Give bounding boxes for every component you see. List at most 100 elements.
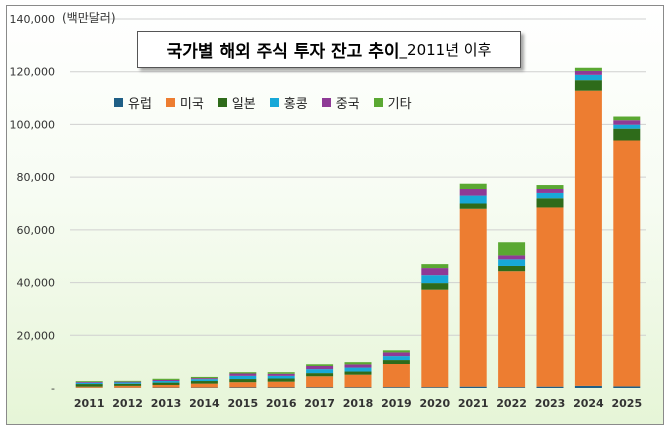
bar-segment-2020-일본 bbox=[421, 283, 449, 290]
bar-segment-2020-유럽 bbox=[421, 387, 449, 388]
bar-segment-2019-홍콩 bbox=[382, 356, 410, 361]
y-tick-label: 140,000 bbox=[10, 13, 56, 26]
bar-segment-2016-홍콩 bbox=[267, 375, 295, 379]
bar-segment-2013-미국 bbox=[152, 384, 180, 388]
bar-segment-2017-일본 bbox=[306, 373, 334, 377]
x-tick-label: 2014 bbox=[189, 397, 220, 410]
bar-segment-2022-기타 bbox=[498, 242, 526, 256]
bar-segment-2017-기타 bbox=[306, 364, 334, 366]
x-axis-ticks: 2011 2012 2013 2014 2015 2016 2017 2018 2019 2020… bbox=[74, 397, 642, 410]
stacked-bars bbox=[75, 67, 641, 388]
bar-segment-2025-일본 bbox=[613, 128, 641, 141]
x-tick-label: 2017 bbox=[304, 397, 335, 410]
bar-segment-2019-미국 bbox=[382, 364, 410, 388]
legend-label: 기타 bbox=[387, 96, 412, 112]
bar-segment-2023-유럽 bbox=[536, 386, 564, 388]
bar-segment-2024-유럽 bbox=[574, 385, 602, 388]
bar-segment-2023-기타 bbox=[536, 185, 564, 189]
bar-segment-2018-기타 bbox=[344, 362, 372, 365]
bar-segment-2014-일본 bbox=[190, 381, 218, 384]
bar-segment-2019-기타 bbox=[382, 350, 410, 353]
bar-segment-2014-미국 bbox=[190, 383, 218, 388]
x-tick-label: 2016 bbox=[266, 397, 297, 410]
bar-segment-2016-일본 bbox=[267, 378, 295, 382]
legend-item: 중국 bbox=[321, 93, 360, 112]
chart-title-box: 국가별 해외 주식 투자 잔고 추이 _2011년 이후 bbox=[137, 31, 521, 68]
bar-segment-2016-기타 bbox=[267, 372, 295, 374]
bar-segment-2014-기타 bbox=[190, 376, 218, 379]
bar-segment-2024-기타 bbox=[574, 67, 602, 71]
bar-segment-2025-중국 bbox=[613, 120, 641, 125]
bar-segment-2024-일본 bbox=[574, 80, 602, 91]
bar-segment-2020-중국 bbox=[421, 268, 449, 276]
bar-segment-2025-미국 bbox=[613, 140, 641, 387]
chart-title-suffix: _2011년 이후 bbox=[399, 41, 492, 59]
legend-swatch bbox=[114, 97, 123, 107]
bar-segment-2017-유럽 bbox=[306, 387, 334, 388]
x-tick-label: 2013 bbox=[151, 397, 182, 410]
legend: 유럽 미국 일본 홍콩 중국 기타 bbox=[114, 93, 426, 112]
x-tick-label: 2019 bbox=[381, 397, 412, 410]
bar-segment-2018-미국 bbox=[344, 374, 372, 388]
y-tick-label: - bbox=[51, 382, 55, 395]
legend-label: 유럽 bbox=[128, 96, 152, 112]
bar-segment-2018-홍콩 bbox=[344, 367, 372, 372]
bar-segment-2017-중국 bbox=[306, 365, 334, 370]
bar-segment-2013-기타 bbox=[152, 378, 180, 380]
bar-segment-2014-중국 bbox=[190, 378, 218, 380]
bar-segment-2015-기타 bbox=[229, 372, 257, 374]
bar-segment-2021-홍콩 bbox=[459, 195, 487, 204]
bar-segment-2012-중국 bbox=[114, 381, 142, 383]
bar-segment-2020-기타 bbox=[421, 264, 449, 269]
x-tick-label: 2024 bbox=[573, 397, 604, 410]
bar-segment-2021-중국 bbox=[459, 189, 487, 196]
bar-segment-2016-중국 bbox=[267, 373, 295, 376]
x-tick-label: 2021 bbox=[458, 397, 489, 410]
bar-segment-2014-홍콩 bbox=[190, 379, 218, 382]
bar-segment-2022-유럽 bbox=[498, 387, 526, 388]
legend-item: 미국 bbox=[165, 93, 204, 112]
x-tick-label: 2018 bbox=[343, 397, 374, 410]
bar-segment-2022-일본 bbox=[498, 265, 526, 272]
legend-swatch bbox=[321, 97, 331, 107]
legend-label: 미국 bbox=[179, 96, 204, 112]
legend-item: 유럽 bbox=[114, 93, 152, 112]
legend-swatch bbox=[165, 97, 175, 107]
x-tick-label: 2012 bbox=[112, 397, 143, 410]
bar-segment-2019-중국 bbox=[382, 352, 410, 357]
y-tick-label: 100,000 bbox=[10, 118, 56, 131]
bar-segment-2025-기타 bbox=[613, 116, 641, 121]
bar-segment-2019-유럽 bbox=[382, 387, 410, 388]
legend-swatch bbox=[373, 97, 383, 107]
bar-segment-2011-홍콩 bbox=[75, 382, 103, 385]
bar-segment-2023-미국 bbox=[536, 207, 564, 387]
legend-item: 기타 bbox=[373, 93, 412, 112]
legend-swatch bbox=[217, 97, 227, 107]
bar-segment-2021-미국 bbox=[459, 208, 487, 387]
bar-segment-2013-일본 bbox=[152, 382, 180, 385]
bar-segment-2015-미국 bbox=[229, 382, 257, 388]
y-tick-label: 20,000 bbox=[17, 329, 56, 342]
bar-segment-2022-미국 bbox=[498, 271, 526, 388]
legend-label: 중국 bbox=[335, 96, 360, 112]
bar-segment-2024-미국 bbox=[574, 90, 602, 386]
bar-segment-2015-중국 bbox=[229, 373, 257, 376]
y-axis-unit-label: (백만달러) bbox=[62, 11, 116, 25]
x-tick-label: 2025 bbox=[611, 397, 642, 410]
bar-segment-2023-일본 bbox=[536, 198, 564, 208]
bar-segment-2025-홍콩 bbox=[613, 124, 641, 129]
x-tick-label: 2015 bbox=[227, 397, 258, 410]
bar-segment-2012-미국 bbox=[114, 385, 142, 388]
y-axis-ticks: - 20,000 40,000 60,000 80,000 100,000 120,000 1… bbox=[10, 13, 56, 395]
x-tick-label: 2023 bbox=[535, 397, 566, 410]
legend-item: 홍콩 bbox=[269, 93, 308, 112]
bar-segment-2025-유럽 bbox=[613, 386, 641, 388]
chart-title: 국가별 해외 주식 투자 잔고 추이 bbox=[166, 42, 400, 62]
legend-label: 일본 bbox=[231, 96, 256, 112]
legend-swatch bbox=[269, 97, 279, 107]
bar-segment-2024-홍콩 bbox=[574, 74, 602, 81]
y-tick-label: 80,000 bbox=[17, 171, 56, 184]
bar-segment-2011-기타 bbox=[75, 381, 103, 382]
